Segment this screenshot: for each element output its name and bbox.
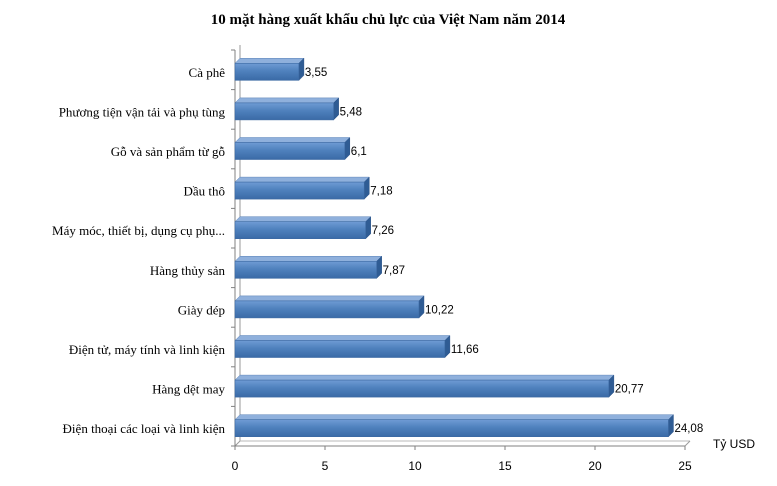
category-label: Phương tiện vận tải và phụ tùng bbox=[59, 104, 226, 119]
x-tick-label: 20 bbox=[588, 459, 602, 473]
bar-value-label: 24,08 bbox=[674, 423, 703, 435]
x-tick-label: 10 bbox=[408, 459, 422, 473]
bar-top-face bbox=[234, 374, 615, 381]
bar-top-face bbox=[234, 176, 370, 183]
bar-top-face bbox=[234, 335, 451, 341]
category-label: Cà phê bbox=[189, 65, 226, 80]
category-label: Điện thoại các loại và linh kiện bbox=[63, 421, 226, 436]
bar bbox=[234, 260, 377, 279]
bar-value-label: 7,87 bbox=[383, 265, 405, 277]
bar-value-label: 3,55 bbox=[305, 67, 327, 79]
bar bbox=[234, 102, 334, 121]
bar bbox=[234, 221, 366, 239]
bar-value-label: 20,77 bbox=[615, 384, 644, 396]
x-tick-label: 0 bbox=[232, 459, 239, 473]
bar bbox=[234, 340, 446, 358]
axis-floor-right bbox=[684, 440, 691, 447]
bar-top-face bbox=[234, 295, 425, 302]
bar-top-face bbox=[234, 97, 340, 104]
bar-top-face bbox=[234, 137, 351, 143]
axis-corner bbox=[234, 440, 241, 447]
x-tick-label: 15 bbox=[498, 459, 512, 473]
bar-value-label: 6,1 bbox=[351, 146, 367, 158]
bar bbox=[234, 300, 420, 319]
bar-top-face bbox=[234, 216, 372, 222]
category-label: Máy móc, thiết bị, dụng cụ phụ... bbox=[52, 223, 225, 238]
bar bbox=[234, 62, 300, 81]
x-axis-unit-label: Tỷ USD bbox=[713, 437, 755, 451]
bar bbox=[234, 142, 346, 160]
bar-top-face bbox=[234, 58, 305, 64]
bar-top-face bbox=[234, 256, 383, 262]
x-tick-label: 5 bbox=[322, 459, 329, 473]
bar-top-face bbox=[234, 414, 675, 420]
bar-value-label: 5,48 bbox=[340, 106, 362, 118]
x-tick-label: 25 bbox=[678, 459, 692, 473]
chart-title: 10 mặt hàng xuất khẩu chủ lực của Việt N… bbox=[211, 12, 566, 28]
category-label: Dầu thô bbox=[183, 184, 225, 199]
bar-value-label: 7,18 bbox=[370, 186, 392, 198]
category-label: Gỗ và sản phẩm từ gỗ bbox=[111, 144, 225, 159]
bar bbox=[234, 419, 669, 438]
category-label: Hàng dệt may bbox=[152, 382, 225, 397]
plot-area: 0 5 10 15 20 25 3,55 Cà phê 5,48 Phương tiện vận … bbox=[52, 45, 703, 473]
category-label: Điện tử, máy tính và linh kiện bbox=[69, 342, 226, 357]
bar-value-label: 7,26 bbox=[372, 225, 394, 237]
bar-value-label: 10,22 bbox=[425, 304, 454, 316]
bar bbox=[234, 181, 365, 200]
bar bbox=[234, 379, 610, 398]
category-label: Hàng thủy sản bbox=[150, 263, 226, 278]
category-label: Giày dép bbox=[178, 302, 225, 317]
bar-value-label: 11,66 bbox=[451, 344, 479, 356]
